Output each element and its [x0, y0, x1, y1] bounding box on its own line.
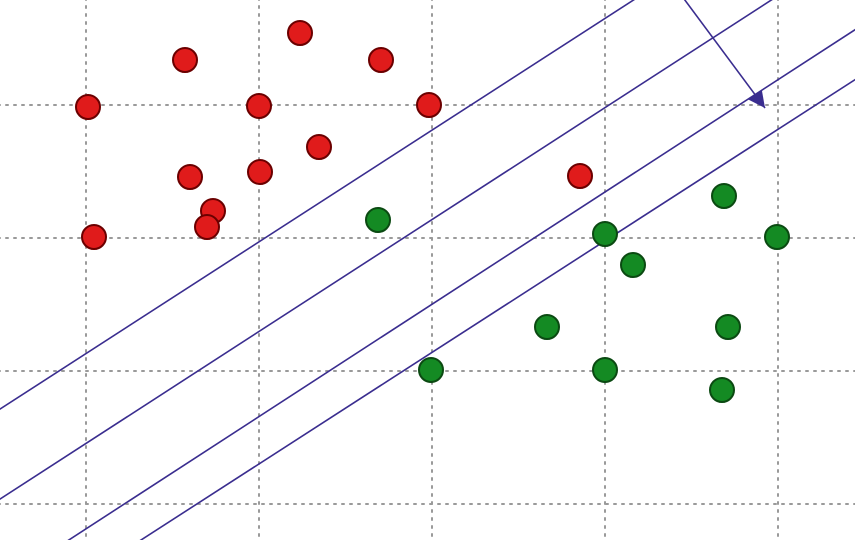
data-point-class-red [173, 48, 197, 72]
data-point-class-red [195, 215, 219, 239]
data-point-class-red [248, 160, 272, 184]
data-point-class-red [307, 135, 331, 159]
data-point-class-red [82, 225, 106, 249]
data-point-class-red [76, 95, 100, 119]
data-point-class-red [417, 93, 441, 117]
data-point-class-green [710, 378, 734, 402]
data-point-class-green [419, 358, 443, 382]
data-point-class-red [369, 48, 393, 72]
data-point-class-red [247, 94, 271, 118]
data-point-class-red [178, 165, 202, 189]
data-point-class-green [593, 358, 617, 382]
data-point-class-green [712, 184, 736, 208]
data-point-class-green [535, 315, 559, 339]
data-point-class-red [288, 21, 312, 45]
data-point-class-green [621, 253, 645, 277]
plot-background [0, 0, 855, 540]
data-point-class-red [568, 164, 592, 188]
data-point-class-green [765, 225, 789, 249]
svm-scatter-plot [0, 0, 855, 540]
data-point-class-green [716, 315, 740, 339]
data-point-class-green [366, 208, 390, 232]
data-point-class-green [593, 222, 617, 246]
